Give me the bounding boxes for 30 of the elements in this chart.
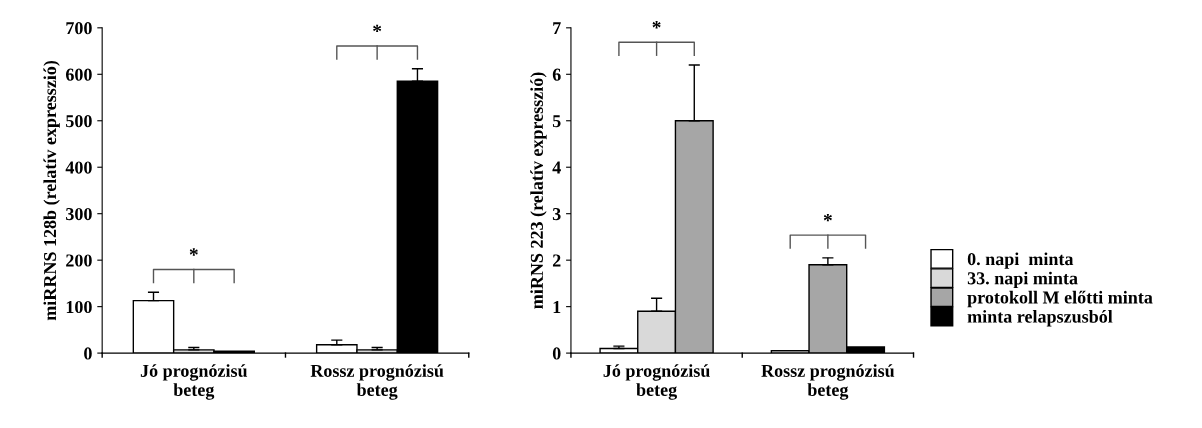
y-axis-title: miRNS 223 (relatív expresszió) <box>530 72 547 309</box>
annotation: * <box>189 248 198 256</box>
annotation: * <box>373 24 382 33</box>
x-tick-label: Jó prognózisú beteg <box>603 364 710 400</box>
legend-label: protokoll M előtti minta <box>967 290 1153 308</box>
legend-label: 0. napi minta <box>967 252 1074 269</box>
y-tick-label: 600 <box>65 68 92 81</box>
y-tick-label: 0 <box>552 347 561 360</box>
y-tick-label: 300 <box>66 207 92 221</box>
x-tick-label: Rossz prognózisú beteg <box>761 364 895 400</box>
y-tick-label: 400 <box>65 161 92 174</box>
y-tick-label: 700 <box>66 22 92 35</box>
y-tick-label: 7 <box>553 22 561 35</box>
y-tick-label: 6 <box>552 68 561 81</box>
y-tick-label: 200 <box>66 254 92 267</box>
y-tick-label: 500 <box>66 115 92 128</box>
y-tick-label: 1 <box>553 300 561 313</box>
y-tick-label: 0 <box>84 347 92 360</box>
y-tick-label: 3 <box>552 208 561 221</box>
y-tick-label: 100 <box>66 300 92 314</box>
y-axis-title: miRRNS 128b (relatív expresszió) <box>43 60 60 321</box>
x-tick-label: Rossz prognózisú beteg <box>310 364 444 400</box>
annotation: * <box>823 213 832 222</box>
legend-label: minta relapszusból <box>967 310 1113 327</box>
y-tick-label: 4 <box>552 161 561 174</box>
x-tick-label: Jó prognózisú beteg <box>140 364 248 400</box>
annotation: * <box>652 21 661 29</box>
y-tick-label: 2 <box>552 254 561 267</box>
y-tick-label: 5 <box>552 115 561 128</box>
legend-label: 33. napi minta <box>967 271 1078 289</box>
